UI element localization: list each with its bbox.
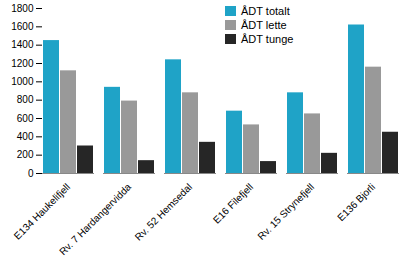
svg-text:800: 800 <box>17 94 34 105</box>
svg-text:1400: 1400 <box>11 39 34 50</box>
svg-text:200: 200 <box>17 149 34 160</box>
svg-text:Rv. 15 Strynefjell: Rv. 15 Strynefjell <box>255 181 316 242</box>
svg-text:1000: 1000 <box>11 76 34 87</box>
svg-text:E136 Bjorli: E136 Bjorli <box>335 181 377 223</box>
svg-text:Rv. 7 Hardangervidda: Rv. 7 Hardangervidda <box>57 181 133 257</box>
svg-text:400: 400 <box>17 131 34 142</box>
svg-text:1800: 1800 <box>11 3 34 14</box>
svg-text:600: 600 <box>17 113 34 124</box>
html-text:ÅDT tunge: ÅDT tunge <box>241 33 294 45</box>
html-text:ÅDT lette: ÅDT lette <box>241 19 287 31</box>
svg-text:E16 Filefjell: E16 Filefjell <box>211 181 255 225</box>
svg-text:Rv. 52 Hemsedal: Rv. 52 Hemsedal <box>133 181 194 242</box>
svg-text:0: 0 <box>28 168 34 179</box>
svg-text:1200: 1200 <box>11 58 34 69</box>
svg-text:E134 Haukelifjell: E134 Haukelifjell <box>12 181 72 241</box>
svg-text:1600: 1600 <box>11 21 34 32</box>
html-text:ÅDT totalt: ÅDT totalt <box>241 5 290 17</box>
